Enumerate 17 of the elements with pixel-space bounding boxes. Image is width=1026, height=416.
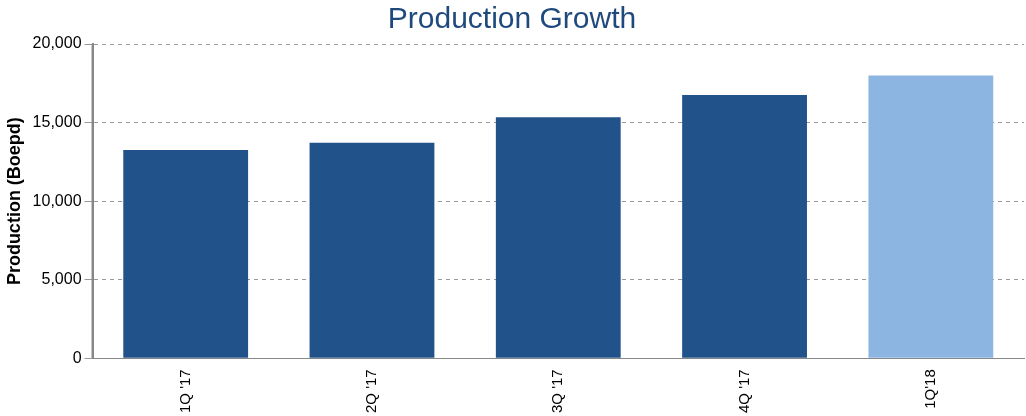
y-tick-label: 20,000 bbox=[32, 34, 82, 52]
bar bbox=[123, 150, 249, 358]
bar bbox=[309, 142, 435, 358]
x-tick-label: 1Q '17 bbox=[175, 369, 193, 414]
x-tick-label: 4Q '17 bbox=[734, 369, 752, 414]
y-tick-label: 0 bbox=[72, 348, 82, 366]
chart-title: Production Growth bbox=[387, 1, 637, 35]
x-tick-label: 1Q'18 bbox=[920, 369, 938, 409]
bar bbox=[495, 117, 621, 358]
y-axis-title: Production (Boepd) bbox=[3, 117, 24, 286]
x-tick-label: 2Q '17 bbox=[362, 369, 380, 414]
x-tick-label: 3Q '17 bbox=[548, 369, 566, 414]
y-tick-label: 15,000 bbox=[32, 112, 82, 130]
y-tick-label: 5,000 bbox=[41, 270, 82, 288]
bar bbox=[868, 75, 994, 358]
bar bbox=[682, 95, 807, 358]
y-tick-label: 10,000 bbox=[32, 191, 82, 209]
